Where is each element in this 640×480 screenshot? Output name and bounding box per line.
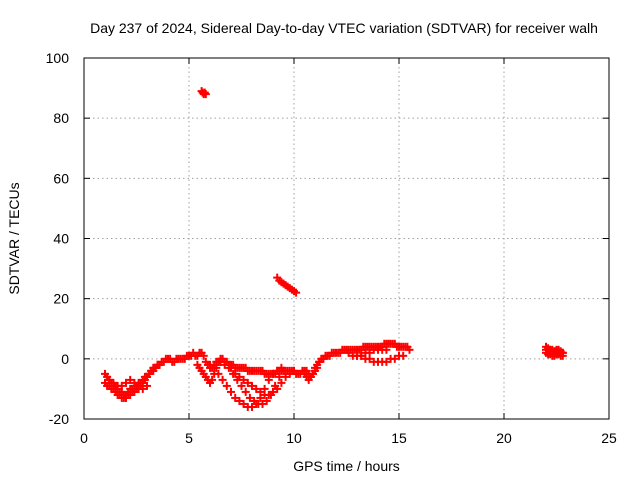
data-point: [105, 375, 114, 384]
data-point: [264, 390, 273, 399]
data-point: [382, 357, 391, 366]
data-point: [130, 378, 139, 387]
x-axis-label: GPS time / hours: [293, 458, 400, 474]
data-point: [285, 369, 294, 378]
grid-lines: [84, 58, 609, 419]
data-point: [262, 396, 271, 405]
data-point: [235, 372, 244, 381]
y-tick-label: 20: [53, 291, 69, 307]
data-point: [279, 366, 288, 375]
data-point: [264, 375, 273, 384]
data-point: [200, 88, 209, 97]
data-point: [558, 348, 567, 357]
data-point: [138, 384, 147, 393]
data-point: [258, 399, 267, 408]
data-point: [357, 351, 366, 360]
data-point: [220, 360, 229, 369]
data-point: [273, 384, 282, 393]
y-axis-label: SDTVAR / TECUs: [6, 182, 22, 294]
x-tick-label: 15: [391, 430, 407, 446]
data-point: [212, 363, 221, 372]
data-point: [313, 363, 322, 372]
data-point: [365, 348, 374, 357]
data-point: [290, 366, 298, 375]
data-point: [292, 288, 301, 297]
data-point: [241, 387, 250, 396]
data-point: [201, 90, 210, 99]
data-point: [269, 387, 277, 396]
x-tick-label: 5: [185, 430, 193, 446]
data-point: [117, 381, 126, 390]
data-point: [231, 369, 240, 378]
data-point: [250, 396, 259, 405]
data-point: [243, 378, 252, 387]
data-point: [126, 375, 135, 384]
x-tick-label: 10: [286, 430, 302, 446]
data-point: [231, 393, 240, 402]
data-point: [143, 381, 151, 390]
data-point: [122, 378, 130, 387]
y-tick-label: 40: [53, 231, 69, 247]
x-tick-label: 25: [601, 430, 617, 446]
data-point: [252, 384, 261, 393]
chart-title: Day 237 of 2024, Sidereal Day-to-day VTE…: [90, 20, 598, 36]
tick-labels: 0 5 10 15 20 25 -20 0 20 40 60 80 100: [46, 50, 617, 446]
data-point: [134, 381, 143, 390]
data-point: [546, 345, 555, 354]
data-point: [344, 348, 353, 357]
y-tick-label: -20: [49, 411, 69, 427]
data-point: [239, 375, 248, 384]
data-point: [227, 387, 235, 396]
data-point: [227, 363, 235, 372]
data-point: [269, 369, 277, 378]
data-point: [216, 357, 225, 366]
data-point: [199, 351, 208, 360]
data-point: [210, 369, 219, 378]
x-tick-label: 20: [496, 430, 512, 446]
data-point: [239, 399, 248, 408]
data-point: [256, 387, 265, 396]
data-point: [554, 347, 563, 356]
data-point: [281, 372, 290, 381]
data-point: [235, 396, 244, 405]
data-point: [237, 381, 246, 390]
data-point: [248, 402, 256, 411]
data-point: [315, 357, 324, 366]
y-tick-label: 60: [53, 170, 69, 186]
data-point: [277, 378, 286, 387]
data-points: [101, 87, 567, 411]
data-point: [390, 354, 399, 363]
data-point: [405, 345, 414, 354]
data-point: [208, 375, 217, 384]
y-tick-label: 0: [61, 351, 69, 367]
data-point: [245, 393, 254, 402]
data-point: [153, 360, 162, 369]
y-tick-label: 80: [53, 110, 69, 126]
x-tick-label: 0: [80, 430, 88, 446]
data-point: [222, 381, 231, 390]
data-point: [248, 381, 256, 390]
data-point: [399, 351, 408, 360]
axis-ticks: [83, 57, 610, 420]
data-point: [218, 375, 227, 384]
y-tick-label: 100: [46, 50, 70, 66]
data-point: [382, 345, 391, 354]
data-point: [206, 360, 214, 369]
data-point: [109, 378, 118, 387]
